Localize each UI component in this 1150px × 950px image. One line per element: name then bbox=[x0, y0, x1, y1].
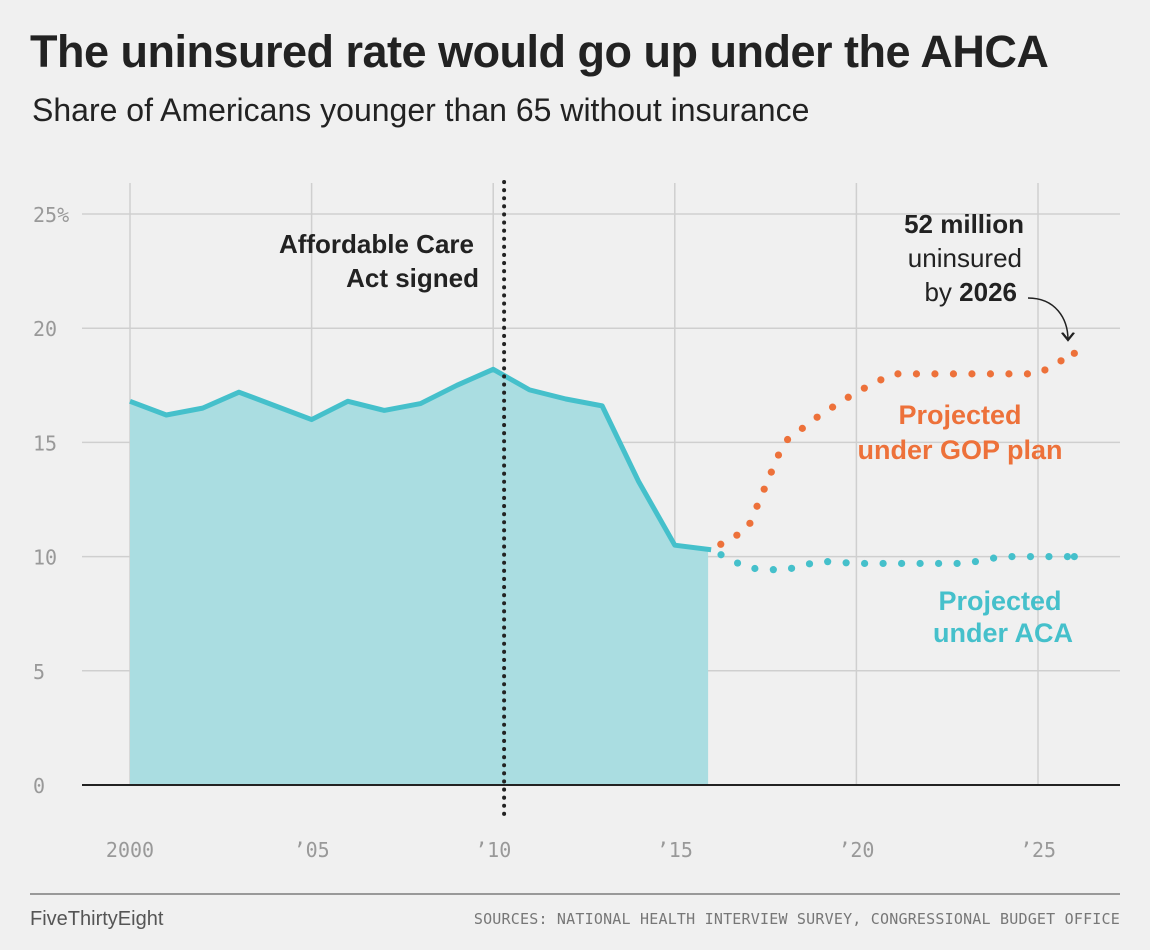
gop-label-line1: Projected bbox=[898, 400, 1021, 430]
callout-line1: 52 million bbox=[904, 209, 1024, 239]
y-tick-label: 20 bbox=[33, 317, 57, 341]
aca-projection-dot bbox=[751, 564, 759, 573]
brand-label: FiveThirtyEight bbox=[30, 908, 164, 930]
gop-projection-dot bbox=[783, 435, 792, 444]
aca-projection-dot bbox=[879, 559, 887, 568]
aca-projection-dot bbox=[769, 566, 777, 574]
y-tick-label: 15 bbox=[33, 431, 57, 455]
y-tick-label: 0 bbox=[33, 774, 45, 798]
chart-title: The uninsured rate would go up under the… bbox=[30, 26, 1049, 77]
gop-projection-dot bbox=[760, 485, 768, 493]
x-tick-label: ’20 bbox=[838, 838, 874, 862]
aca-signed-label-line1: Affordable Care bbox=[279, 229, 474, 259]
gop-projection-dot bbox=[1005, 370, 1013, 378]
aca-projection-dot bbox=[916, 559, 924, 568]
y-tick-label: 25% bbox=[33, 203, 69, 227]
gop-projection-dot bbox=[1057, 357, 1065, 365]
aca-projection-dot bbox=[1045, 553, 1053, 561]
aca-label-line1: Projected bbox=[938, 586, 1061, 616]
callout-line2: uninsured bbox=[908, 243, 1022, 273]
gop-projection-dot bbox=[813, 413, 821, 421]
gop-projection-dot bbox=[968, 370, 976, 378]
aca-projection-dot bbox=[953, 559, 961, 568]
aca-projection-dot bbox=[935, 559, 943, 568]
gop-projection-dot bbox=[753, 502, 761, 510]
y-tick-label: 5 bbox=[33, 660, 45, 684]
gop-projection-dot bbox=[912, 370, 921, 378]
gop-projection-dot bbox=[717, 540, 725, 548]
aca-projection-dot bbox=[733, 559, 742, 567]
historical-area bbox=[130, 369, 712, 785]
x-tick-label: ’25 bbox=[1020, 838, 1056, 862]
aca-projection-dot bbox=[1008, 553, 1016, 561]
aca-projection-dot bbox=[861, 559, 869, 568]
gop-projection-dot bbox=[774, 451, 783, 459]
x-tick-label: ’15 bbox=[657, 838, 693, 862]
historical-line bbox=[129, 366, 712, 553]
chart-subtitle: Share of Americans younger than 65 witho… bbox=[32, 92, 810, 128]
gop-projection-dot bbox=[1023, 370, 1032, 378]
aca-signed-label-line2: Act signed bbox=[346, 263, 479, 293]
aca-projection-dot bbox=[898, 559, 906, 568]
gop-projection-dot bbox=[986, 370, 995, 378]
gop-projection-dot bbox=[1041, 366, 1049, 374]
gop-projection-dot bbox=[860, 384, 868, 392]
gop-projection-dot bbox=[844, 393, 852, 401]
callout-arrow bbox=[1027, 297, 1068, 340]
aca-projection-dot bbox=[787, 564, 796, 572]
aca-projection-dot bbox=[824, 558, 832, 566]
aca-projection-dot bbox=[971, 557, 980, 566]
callout-line3: by 2026 bbox=[924, 277, 1017, 307]
gop-projection-dot bbox=[931, 370, 939, 378]
aca-projection-dot bbox=[717, 551, 725, 559]
gop-projection-dot bbox=[949, 370, 958, 378]
gop-projection-dot bbox=[767, 468, 775, 476]
gop-projection-dot bbox=[828, 403, 837, 411]
source-note: SOURCES: NATIONAL HEALTH INTERVIEW SURVE… bbox=[473, 910, 1120, 928]
gop-projection-dot bbox=[894, 370, 902, 378]
y-tick-label: 10 bbox=[33, 546, 57, 570]
gop-projection-dot bbox=[1070, 349, 1078, 357]
x-tick-label: ’10 bbox=[475, 838, 511, 862]
callout-prefix: by bbox=[924, 277, 959, 307]
callout-year: 2026 bbox=[959, 277, 1017, 307]
aca-projection-dot bbox=[1063, 553, 1072, 561]
gop-projection-dot bbox=[746, 519, 754, 527]
aca-label-line2: under ACA bbox=[933, 618, 1073, 648]
gop-projection-dot bbox=[733, 531, 741, 539]
x-tick-label: ’05 bbox=[294, 838, 330, 862]
gop-projection-dot bbox=[798, 424, 806, 432]
aca-projection-dot bbox=[842, 559, 850, 567]
gop-label-line2: under GOP plan bbox=[857, 435, 1062, 465]
x-tick-label: 2000 bbox=[106, 838, 154, 862]
gop-projection-dot bbox=[877, 376, 885, 384]
aca-projection-dot bbox=[1026, 553, 1035, 561]
aca-projection-dot bbox=[1070, 553, 1078, 561]
aca-projection-dot bbox=[805, 560, 814, 568]
footer-divider bbox=[30, 893, 1120, 895]
aca-projection-dot bbox=[990, 554, 998, 562]
